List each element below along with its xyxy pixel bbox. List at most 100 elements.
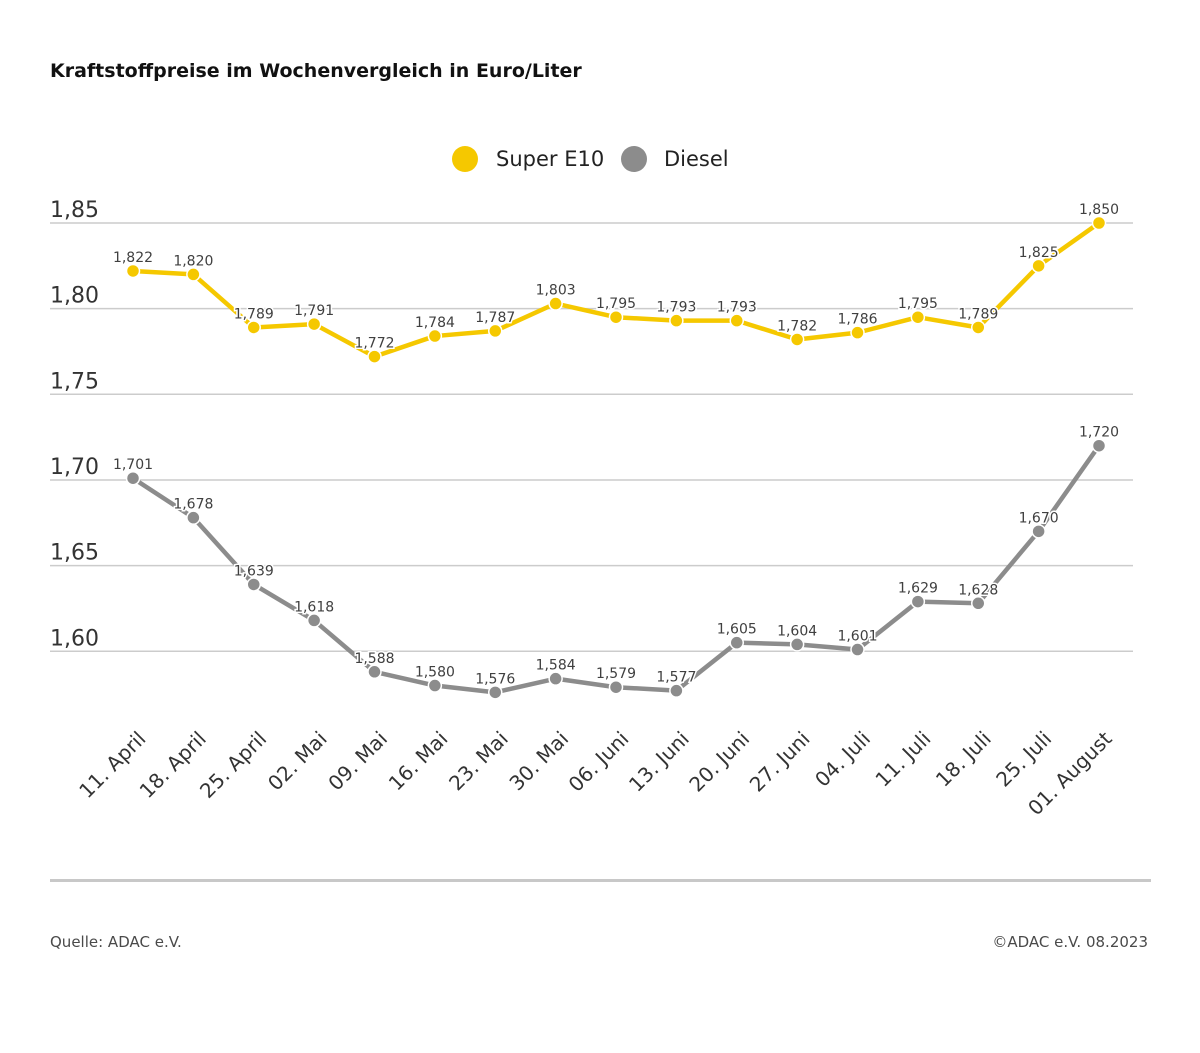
super-e10-point [246, 320, 261, 335]
diesel-point [1091, 438, 1107, 453]
super-e10-data-label: 1,795 [898, 296, 938, 312]
diesel-point [548, 671, 563, 686]
diesel-data-label: 1,605 [717, 622, 757, 638]
x-tick-label: 25. April [195, 727, 271, 803]
y-tick-label: 1,65 [50, 541, 99, 566]
super-e10-data-label: 1,793 [656, 300, 696, 316]
super-e10-point [729, 313, 744, 328]
diesel-point [850, 642, 865, 657]
super-e10-data-label: 1,850 [1079, 202, 1119, 218]
super-e10-point [548, 296, 563, 311]
super-e10-data-label: 1,789 [958, 306, 998, 322]
legend-label-diesel: Diesel [664, 147, 729, 171]
diesel-line [130, 443, 1102, 695]
super-e10-point [186, 267, 201, 282]
super-e10-data-label: 1,791 [294, 303, 334, 319]
y-tick-label: 1,60 [50, 626, 99, 651]
legend: Super E10 Diesel [452, 146, 729, 172]
x-tick-label: 04. Juli [810, 727, 875, 792]
super-e10-data-label: 1,786 [837, 312, 877, 328]
x-tick-label: 18. Juli [931, 727, 996, 792]
super-e10-data-label: 1,772 [354, 336, 394, 352]
diesel-data-label: 1,580 [415, 665, 455, 681]
super-e10-data-label: 1,803 [536, 283, 576, 299]
x-tick-label: 20. Juni [684, 727, 754, 797]
y-tick-label: 1,85 [50, 198, 99, 223]
diesel-data-label: 1,639 [234, 563, 274, 579]
super-e10-point [488, 323, 503, 339]
super-e10-data-label: 1,784 [415, 315, 455, 331]
diesel-point [1031, 524, 1046, 539]
copyright-note: ©ADAC e.V. 08.2023 [992, 933, 1148, 951]
super-e10-data-label: 1,782 [777, 318, 817, 334]
super-e10-data-label: 1,825 [1019, 245, 1059, 261]
diesel-point [186, 510, 201, 525]
x-tick-label: 06. Juni [564, 727, 634, 797]
diesel-data-label: 1,601 [837, 629, 877, 645]
x-tick-label: 13. Juni [624, 727, 694, 797]
diesel-data-label: 1,584 [536, 658, 576, 674]
diesel-data-label: 1,720 [1079, 425, 1119, 441]
source-note: Quelle: ADAC e.V. [50, 933, 182, 951]
legend-label-super-e10: Super E10 [496, 147, 604, 171]
legend-marker-super-e10 [452, 146, 478, 172]
super-e10-point [789, 332, 805, 347]
diesel-point [729, 635, 744, 650]
diesel-data-label: 1,670 [1019, 510, 1059, 526]
footer-divider [50, 879, 1151, 882]
diesel-data-label: 1,577 [656, 670, 696, 686]
super-e10-point [367, 349, 382, 364]
super-e10-point [306, 316, 322, 332]
super-e10-point [608, 309, 624, 325]
diesel-point [427, 678, 443, 693]
series-group: 1,822 1,820 1,789 1,791 1,772 1,784 1,787 1,803… [111, 201, 1121, 700]
diesel-data-label: 1,628 [958, 582, 998, 598]
super-e10-point [1091, 215, 1107, 231]
super-e10-data-label: 1,787 [475, 310, 515, 326]
diesel-data-label: 1,678 [173, 497, 213, 513]
super-e10-line [130, 220, 1102, 359]
x-tick-label: 30. Mai [504, 727, 573, 796]
super-e10-point [125, 263, 141, 279]
y-tick-label: 1,80 [50, 284, 99, 309]
super-e10-point [669, 313, 684, 328]
y-tick-label: 1,70 [50, 455, 99, 480]
x-tick-label: 16. Mai [384, 727, 453, 796]
diesel-point [910, 594, 926, 609]
diesel-point [367, 664, 382, 680]
y-axis-ticks: 1,85 1,80 1,75 1,70 1,65 1,60 [50, 198, 99, 651]
super-e10-point [971, 320, 986, 335]
super-e10-point [427, 328, 443, 344]
grid-lines [50, 222, 1133, 652]
legend-marker-diesel [621, 146, 647, 172]
super-e10-point [1031, 258, 1046, 274]
x-tick-label: 11. Juli [870, 727, 935, 792]
x-tick-label: 27. Juni [745, 727, 815, 797]
diesel-data-label: 1,629 [898, 581, 938, 597]
diesel-data-label: 1,588 [354, 651, 394, 667]
x-tick-label: 09. Mai [323, 727, 392, 796]
super-e10-point [850, 325, 865, 340]
x-tick-label: 02. Mai [263, 727, 332, 796]
super-e10-data-label: 1,789 [234, 306, 274, 322]
diesel-data-label: 1,576 [475, 671, 515, 687]
super-e10-data-label: 1,822 [113, 250, 153, 266]
diesel-point [608, 679, 624, 695]
super-e10-point [910, 309, 926, 325]
x-tick-label: 23. Mai [444, 727, 513, 796]
diesel-data-label: 1,701 [113, 457, 153, 473]
diesel-point [246, 577, 261, 592]
diesel-point [306, 613, 322, 628]
y-tick-label: 1,75 [50, 369, 99, 394]
diesel-point [971, 596, 986, 611]
diesel-point [669, 683, 684, 698]
super-e10-data-label: 1,795 [596, 296, 636, 312]
diesel-data-label: 1,618 [294, 599, 334, 615]
super-e10-data-label: 1,793 [717, 300, 757, 316]
diesel-point [789, 637, 805, 652]
diesel-point [488, 685, 503, 700]
super-e10-data-label: 1,820 [173, 253, 213, 269]
diesel-point [125, 470, 141, 486]
